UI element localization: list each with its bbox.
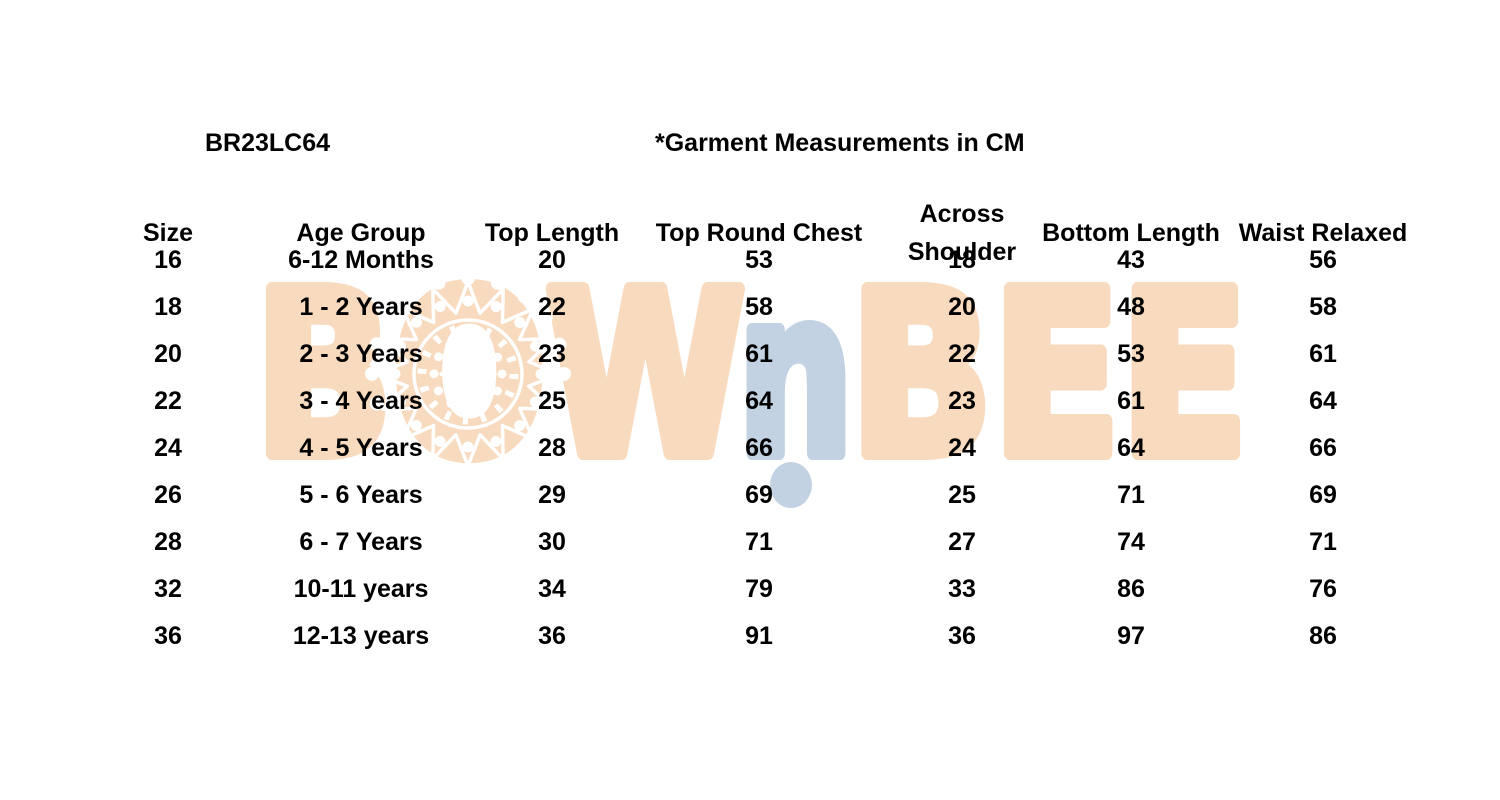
- table-cell: 28: [154, 528, 182, 556]
- table-cell: 20: [948, 293, 976, 321]
- table-cell: 86: [1309, 622, 1337, 650]
- table-cell: 30: [538, 528, 566, 556]
- brand-watermark-logo: BOW n BEE: [248, 275, 1255, 514]
- table-cell: 61: [1117, 387, 1145, 415]
- table-cell: 36: [154, 622, 182, 650]
- table-cell: 61: [1309, 340, 1337, 368]
- table-cell: 24: [948, 434, 976, 462]
- table-cell: 43: [1117, 246, 1145, 274]
- style-code: BR23LC64: [205, 129, 331, 157]
- table-cell: 24: [154, 434, 182, 462]
- table-cell: 10-11 years: [293, 575, 429, 603]
- table-cell: 2 - 3 Years: [299, 340, 423, 368]
- table-cell: 61: [745, 340, 773, 368]
- column-header-top-round-chest: Top Round Chest: [655, 218, 863, 247]
- table-cell: 79: [745, 575, 773, 603]
- table-cell: 48: [1117, 293, 1145, 321]
- table-cell: 25: [538, 387, 566, 415]
- table-cell: 28: [538, 434, 566, 462]
- table-cell: 71: [1309, 528, 1337, 556]
- table-cell: 27: [948, 528, 976, 556]
- table-cell: 29: [538, 481, 566, 509]
- table-cell: 64: [745, 387, 773, 415]
- table-cell: 97: [1117, 622, 1145, 650]
- table-cell: 66: [1309, 434, 1337, 462]
- table-cell: 6 - 7 Years: [299, 528, 423, 556]
- table-cell: 22: [948, 340, 976, 368]
- column-header-bottom-length: Bottom Length: [1042, 218, 1220, 247]
- table-cell: 56: [1309, 246, 1337, 274]
- table-cell: 71: [745, 528, 773, 556]
- table-cell: 71: [1117, 481, 1145, 509]
- size-table: Size Age Group Top Length Top Round Chest Ac…: [100, 190, 1408, 660]
- table-cell: 58: [1309, 293, 1337, 321]
- brand-dot-icon: [770, 462, 812, 508]
- table-cell: 1 - 2 Years: [299, 293, 423, 321]
- table-cell: 23: [948, 387, 976, 415]
- column-header-top-length: Top Length: [484, 218, 620, 247]
- table-cell: 23: [538, 340, 566, 368]
- table-cell: 32: [154, 575, 182, 603]
- column-header-age-group: Age Group: [296, 218, 426, 247]
- table-cell: 26: [154, 481, 182, 509]
- table-cell: 53: [1117, 340, 1145, 368]
- table-cell: 53: [745, 246, 773, 274]
- table-cell: 66: [745, 434, 773, 462]
- table-cell: 22: [538, 293, 566, 321]
- table-cell: 25: [948, 481, 976, 509]
- measurement-note: *Garment Measurements in CM: [655, 129, 1025, 157]
- table-cell: 12-13 years: [292, 622, 430, 650]
- table-cell: 69: [1309, 481, 1337, 509]
- table-cell: 4 - 5 Years: [299, 434, 423, 462]
- table-cell: 69: [745, 481, 773, 509]
- table-cell: 91: [745, 622, 773, 650]
- brand-text-n: n: [738, 275, 853, 507]
- table-cell: 76: [1309, 575, 1337, 603]
- table-cell: 33: [948, 575, 976, 603]
- mandala-icon: [365, 275, 571, 477]
- table-cell: 5 - 6 Years: [299, 481, 423, 509]
- title-row: BR23LC64 *Garment Measurements in CM: [0, 129, 1500, 159]
- table-cell: 86: [1117, 575, 1145, 603]
- brand-text-bee: BEE: [850, 275, 1248, 507]
- table-cell: 18: [154, 293, 182, 321]
- table-cell: 18: [948, 246, 976, 274]
- column-header-size: Size: [142, 218, 194, 247]
- table-cell: 22: [154, 387, 182, 415]
- table-cell: 36: [948, 622, 976, 650]
- column-header-waist-relaxed: Waist Relaxed: [1238, 218, 1408, 247]
- table-cell: 20: [538, 246, 566, 274]
- table-cell: 34: [538, 575, 566, 603]
- table-cell: 64: [1309, 387, 1337, 415]
- column-header-across-shoulder: Across Shoulder: [907, 199, 1017, 266]
- table-cell: 20: [154, 340, 182, 368]
- table-cell: 36: [538, 622, 566, 650]
- table-cell: 74: [1117, 528, 1145, 556]
- table-cell: 64: [1117, 434, 1145, 462]
- table-cell: 16: [154, 246, 182, 274]
- table-cell: 6-12 Months: [288, 246, 434, 274]
- table-cell: 3 - 4 Years: [299, 387, 423, 415]
- table-cell: 58: [745, 293, 773, 321]
